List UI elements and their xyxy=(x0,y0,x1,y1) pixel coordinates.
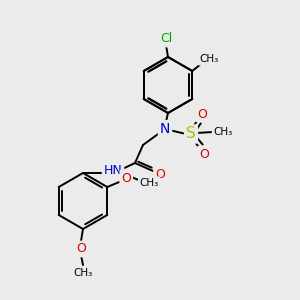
Text: CH₃: CH₃ xyxy=(140,178,159,188)
Text: N: N xyxy=(160,122,170,136)
Text: CH₃: CH₃ xyxy=(200,54,219,64)
Text: CH₃: CH₃ xyxy=(213,127,232,137)
Text: O: O xyxy=(155,167,165,181)
Text: O: O xyxy=(76,242,86,256)
Text: O: O xyxy=(121,172,131,184)
Text: O: O xyxy=(197,107,207,121)
Text: S: S xyxy=(186,127,196,142)
Text: CH₃: CH₃ xyxy=(74,268,93,278)
Text: O: O xyxy=(199,148,209,160)
Text: Cl: Cl xyxy=(160,32,172,46)
Text: HN: HN xyxy=(103,164,122,178)
